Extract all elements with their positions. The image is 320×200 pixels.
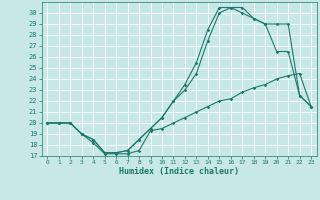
X-axis label: Humidex (Indice chaleur): Humidex (Indice chaleur) [119, 167, 239, 176]
